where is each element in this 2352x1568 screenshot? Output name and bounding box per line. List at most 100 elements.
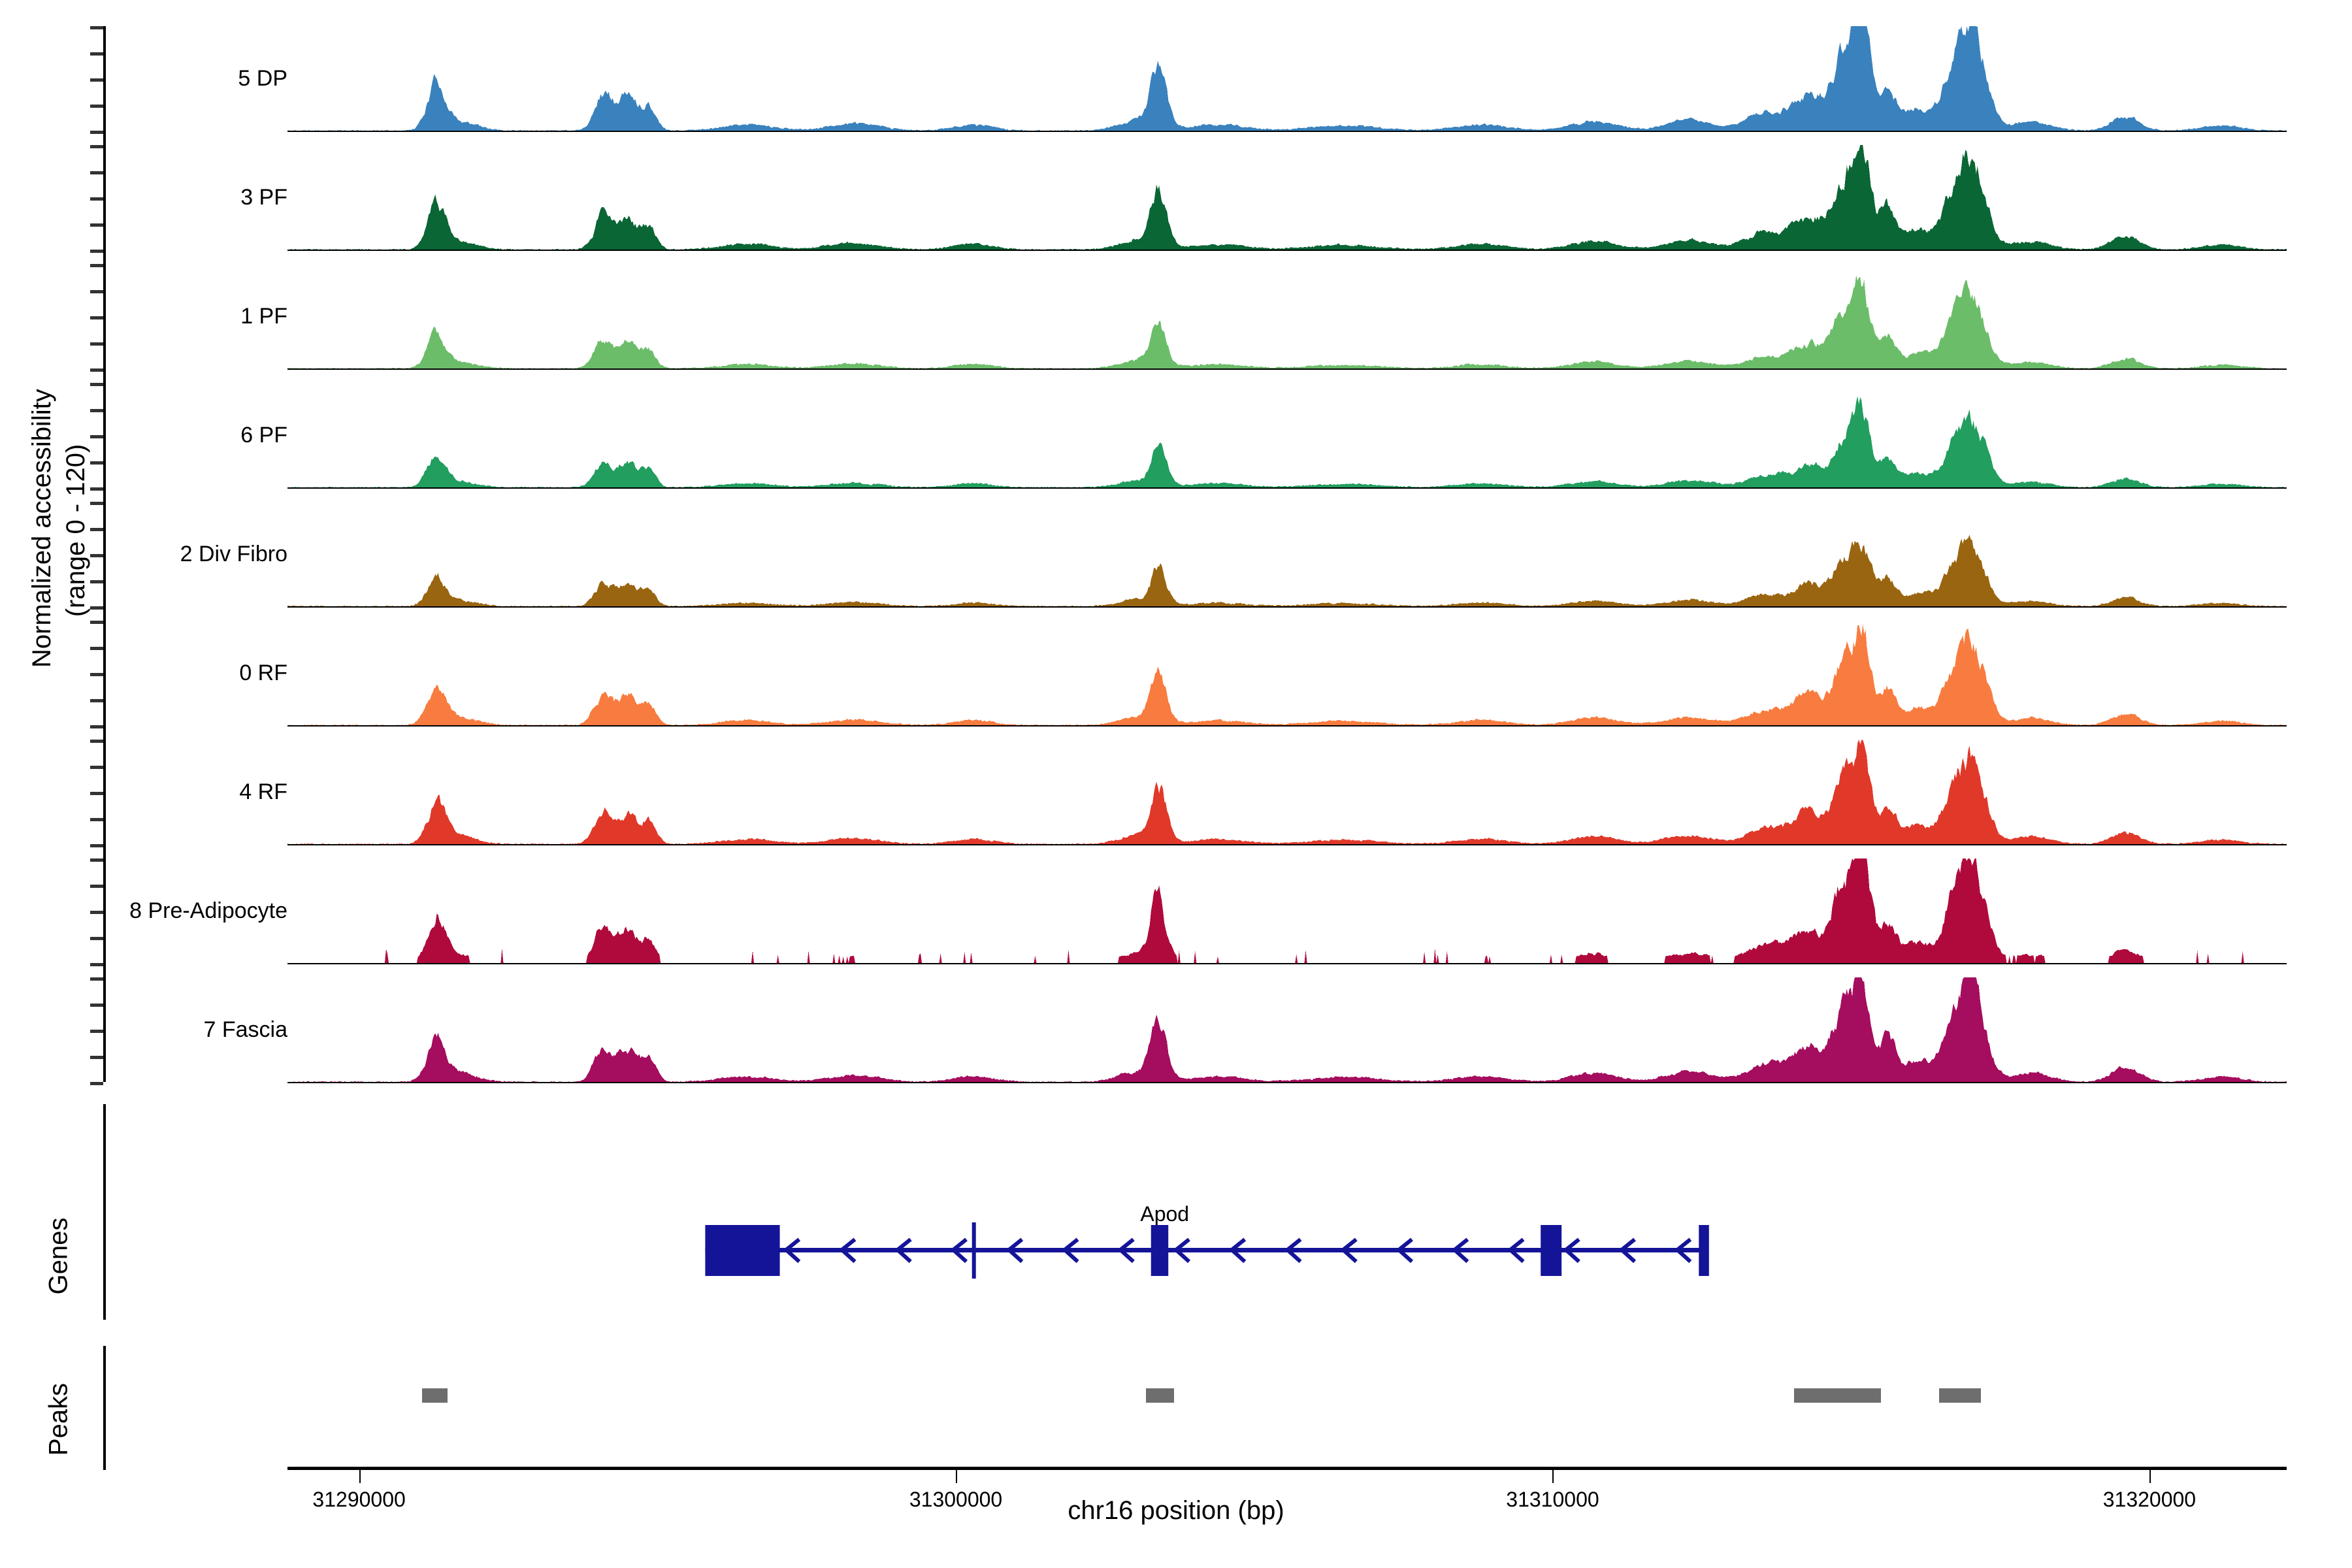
y-axis-tick: [90, 937, 103, 940]
strand-arrow-icon: [950, 1237, 968, 1264]
peaks-section-label: Peaks: [44, 1382, 73, 1456]
y-axis-tick: [90, 197, 103, 201]
y-axis-tick: [90, 342, 103, 346]
track-label-5-dp: 5 DP: [238, 65, 287, 91]
track-signal-7-fascia: [287, 977, 2287, 1082]
x-axis-line: [287, 1467, 2287, 1470]
y-axis-label-line2: (range 0 - 120): [61, 444, 90, 617]
y-axis-tick: [90, 818, 103, 821]
x-axis-tick: [956, 1470, 958, 1483]
gene-exon: [1699, 1225, 1709, 1276]
x-axis-tick-label: 31300000: [909, 1488, 1003, 1511]
gene-name-label: Apod: [1140, 1202, 1190, 1226]
gene-exon: [972, 1222, 976, 1279]
track-signal-5-dp: [287, 26, 2287, 131]
gene-exon: [1541, 1225, 1562, 1276]
strand-arrow-icon: [1451, 1237, 1469, 1264]
y-axis-tick: [90, 383, 103, 386]
peak-region: [1939, 1388, 1982, 1403]
y-axis-tick: [90, 740, 103, 743]
track-baseline: [287, 487, 2287, 489]
peak-region: [1145, 1388, 1175, 1403]
y-axis-tick: [90, 502, 103, 505]
y-axis-tick: [90, 885, 103, 888]
y-axis-tick: [90, 145, 103, 148]
y-axis-tick: [90, 78, 103, 82]
y-axis-spine: [103, 26, 106, 1082]
track-label-3-pf: 3 PF: [240, 184, 287, 210]
strand-arrow-icon: [1618, 1237, 1637, 1264]
y-axis-label: Normalized accessibility (range 0 - 120): [25, 389, 93, 668]
strand-arrow-icon: [1563, 1237, 1580, 1264]
track-baseline: [287, 1082, 2287, 1083]
y-axis-tick: [90, 528, 103, 531]
x-axis-tick: [1552, 1470, 1554, 1483]
y-axis-tick: [90, 1056, 103, 1059]
y-axis-tick: [90, 647, 103, 650]
strand-arrow-icon: [1674, 1237, 1692, 1264]
y-axis-tick: [90, 368, 103, 372]
y-axis-tick: [90, 409, 103, 412]
y-axis-tick: [90, 844, 103, 847]
y-axis-tick: [90, 223, 103, 227]
y-axis-tick: [90, 290, 103, 293]
y-axis-tick: [90, 1004, 103, 1007]
track-label-4-rf: 4 RF: [239, 779, 287, 804]
y-axis-label-line1: Normalized accessibility: [27, 389, 56, 668]
gene-exon: [705, 1225, 780, 1276]
y-axis-tick: [90, 766, 103, 769]
track-baseline: [287, 963, 2287, 964]
strand-arrow-icon: [1005, 1237, 1024, 1264]
peaks-axis-spine: [103, 1346, 106, 1470]
y-axis-tick: [90, 606, 103, 610]
track-label-2-div-fibro: 2 Div Fibro: [180, 541, 287, 566]
y-axis-tick: [90, 963, 103, 966]
strand-arrow-icon: [1340, 1237, 1358, 1264]
track-baseline: [287, 250, 2287, 251]
strand-arrow-icon: [1507, 1237, 1525, 1264]
y-axis-tick: [90, 911, 103, 914]
y-axis-tick: [90, 1082, 103, 1085]
strand-arrow-icon: [1284, 1237, 1302, 1264]
y-axis-tick: [90, 264, 103, 267]
strand-arrow-icon: [838, 1237, 857, 1264]
strand-arrow-icon: [1117, 1237, 1135, 1264]
track-baseline: [287, 131, 2287, 132]
track-label-7-fascia: 7 Fascia: [203, 1017, 288, 1042]
genes-axis-spine: [103, 1104, 106, 1320]
gene-model: [705, 1222, 1709, 1279]
y-axis-tick: [90, 1030, 103, 1033]
y-axis-tick: [90, 554, 103, 557]
strand-arrow-icon: [894, 1237, 912, 1264]
y-axis-tick: [90, 621, 103, 624]
track-baseline: [287, 368, 2287, 370]
y-axis-tick: [90, 316, 103, 319]
track-baseline: [287, 844, 2287, 845]
y-axis-tick: [90, 699, 103, 702]
track-signal-8-pre-adipocyte: [287, 858, 2287, 963]
y-axis-tick: [90, 858, 103, 862]
track-signal-1-pf: [287, 275, 2287, 368]
x-axis-tick-label: 31290000: [312, 1488, 406, 1511]
gene-exon: [1151, 1225, 1169, 1276]
track-baseline: [287, 725, 2287, 727]
track-label-1-pf: 1 PF: [240, 303, 287, 329]
x-axis-title: chr16 position (bp): [1068, 1496, 1284, 1525]
strand-arrow-icon: [1061, 1237, 1079, 1264]
y-axis-tick: [90, 105, 103, 108]
track-label-8-pre-adipocyte: 8 Pre-Adipocyte: [129, 898, 287, 923]
strand-arrow-icon: [1228, 1237, 1247, 1264]
track-signal-6-pf: [287, 396, 2287, 487]
x-axis-tick: [359, 1470, 361, 1483]
y-axis-tick: [90, 435, 103, 438]
y-axis-tick: [90, 461, 103, 465]
x-axis-tick-label: 31310000: [1506, 1488, 1599, 1511]
peak-region: [421, 1388, 448, 1403]
track-label-0-rf: 0 RF: [239, 660, 287, 685]
x-axis-tick: [2149, 1470, 2151, 1483]
peak-region: [1794, 1388, 1881, 1403]
y-axis-tick: [90, 487, 103, 491]
track-baseline: [287, 606, 2287, 608]
track-signal-4-rf: [287, 740, 2287, 844]
y-axis-tick: [90, 131, 103, 134]
